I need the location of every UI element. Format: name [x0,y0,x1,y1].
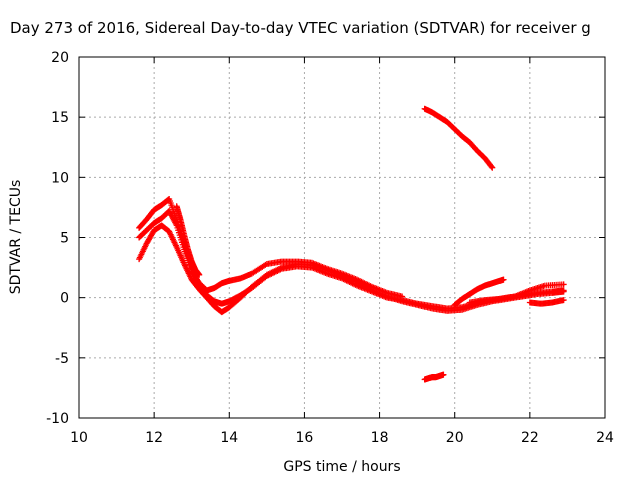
grid-lines [79,57,605,418]
y-tick-label: -10 [46,411,69,427]
plot-frame [78,56,606,419]
y-tick-label: 0 [60,291,69,307]
x-axis-label: GPS time / hours [283,459,400,475]
y-axis-label: SDTVAR / TECUs [8,180,24,295]
tick-labels: 10 12 14 16 18 20 22 24 -10 -5 0 5 10 15 20 [46,50,614,446]
x-tick-label: 24 [596,430,614,446]
x-tick-label: 18 [371,430,389,446]
data-point [500,276,507,283]
data-point [560,281,567,288]
x-tick-label: 22 [521,430,539,446]
y-tick-label: -5 [55,351,69,367]
y-tick-label: 15 [51,110,69,126]
data-point [560,288,567,295]
data-point [440,371,447,378]
data-point [560,297,567,304]
y-tick-label: 10 [51,170,69,186]
x-tick-label: 10 [70,430,88,446]
data-point [489,164,496,171]
x-tick-label: 20 [446,430,464,446]
x-tick-label: 14 [220,430,238,446]
x-tick-label: 16 [296,430,314,446]
data-point [196,271,203,278]
y-tick-label: 20 [51,50,69,66]
y-tick-label: 5 [60,231,69,247]
data-points [136,105,567,383]
data-point [399,293,406,300]
chart-title: Day 273 of 2016, Sidereal Day-to-day VTE… [10,19,591,37]
data-point [488,163,495,170]
x-tick-label: 12 [145,430,163,446]
